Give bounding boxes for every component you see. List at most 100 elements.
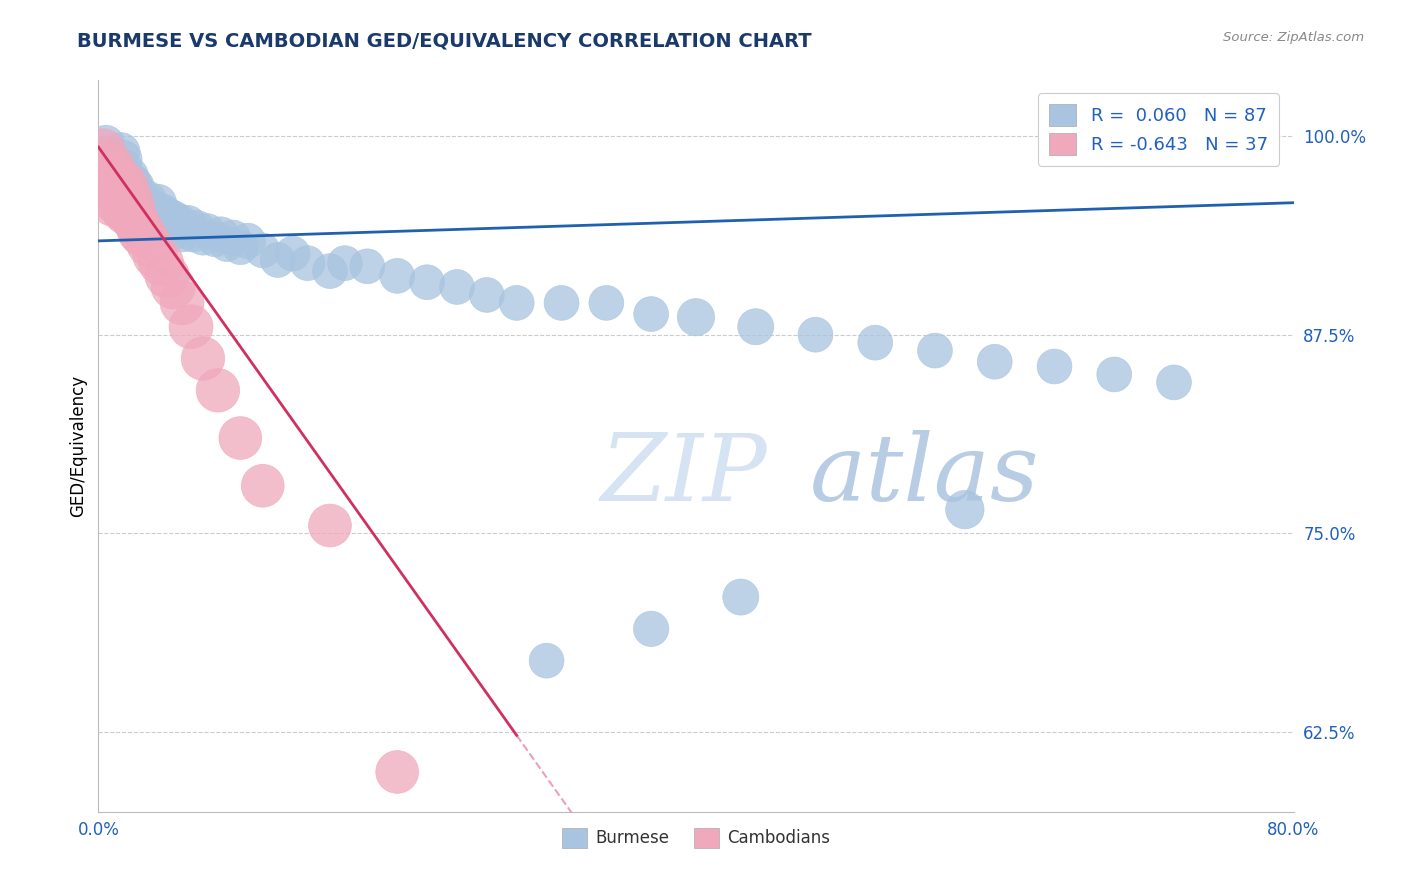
Point [333,256,356,270]
Point [191,230,214,244]
Point [252,479,274,493]
Point [110,145,132,159]
Point [475,288,498,302]
Point [142,216,165,230]
Point [319,518,342,533]
Point [191,351,214,366]
Point [125,179,148,194]
Point [143,205,166,219]
Point [132,227,155,242]
Point [120,201,142,215]
Point [385,268,409,283]
Point [180,319,202,334]
Point [114,185,136,199]
Point [416,275,439,289]
Point [115,205,138,219]
Point [229,431,252,445]
Point [129,224,152,238]
Point [595,296,617,310]
Point [204,232,226,246]
Point [138,237,160,252]
Point [124,205,146,219]
Point [91,145,114,159]
Point [236,234,259,248]
Point [167,215,190,229]
Point [1043,359,1066,374]
Point [108,177,131,191]
Point [98,161,122,175]
Point [446,280,468,294]
Point [177,216,200,230]
Point [117,177,139,191]
Point [117,193,139,207]
Point [121,177,143,191]
Text: Source: ZipAtlas.com: Source: ZipAtlas.com [1223,31,1364,45]
Point [685,310,707,325]
Point [129,209,152,223]
Point [215,237,238,252]
Point [149,209,172,223]
Point [172,227,194,242]
Point [120,185,142,199]
Text: BURMESE VS CAMBODIAN GED/EQUIVALENCY CORRELATION CHART: BURMESE VS CAMBODIAN GED/EQUIVALENCY COR… [77,31,811,50]
Point [181,227,204,242]
Point [155,221,177,235]
Point [96,177,118,191]
Point [118,169,141,183]
Point [132,216,155,230]
Point [111,153,134,167]
Point [141,209,163,223]
Point [103,195,125,210]
Point [267,252,290,267]
Point [640,307,662,321]
Point [222,230,245,244]
Point [356,260,378,274]
Point [159,216,181,230]
Point [139,201,162,215]
Point [536,654,558,668]
Point [112,179,135,194]
Y-axis label: GED/Equivalency: GED/Equivalency [69,375,87,517]
Point [94,136,117,151]
Point [162,280,184,294]
Point [114,195,136,210]
Point [209,227,232,242]
Point [252,244,274,258]
Point [110,189,132,203]
Point [112,161,135,175]
Point [127,216,149,230]
Point [93,153,115,167]
Point [145,211,167,226]
Point [1104,368,1126,382]
Point [150,256,173,270]
Point [865,335,887,350]
Point [148,195,170,210]
Point [174,221,197,235]
Point [128,195,150,210]
Point [172,296,194,310]
Point [297,256,319,270]
Point [138,211,160,226]
Point [125,201,148,215]
Point [121,195,143,210]
Point [385,764,409,779]
Point [120,201,142,215]
Point [103,169,125,183]
Point [104,173,127,187]
Point [319,264,342,278]
Point [281,246,304,260]
Point [134,195,156,210]
Point [550,296,572,310]
Point [132,201,155,215]
Point [640,622,662,636]
Text: ZIP: ZIP [600,430,768,520]
Point [924,343,946,358]
Point [153,211,176,226]
Point [107,179,129,194]
Point [165,224,187,238]
Point [953,502,976,516]
Point [127,189,149,203]
Point [103,179,125,194]
Point [105,185,128,199]
Point [730,590,752,604]
